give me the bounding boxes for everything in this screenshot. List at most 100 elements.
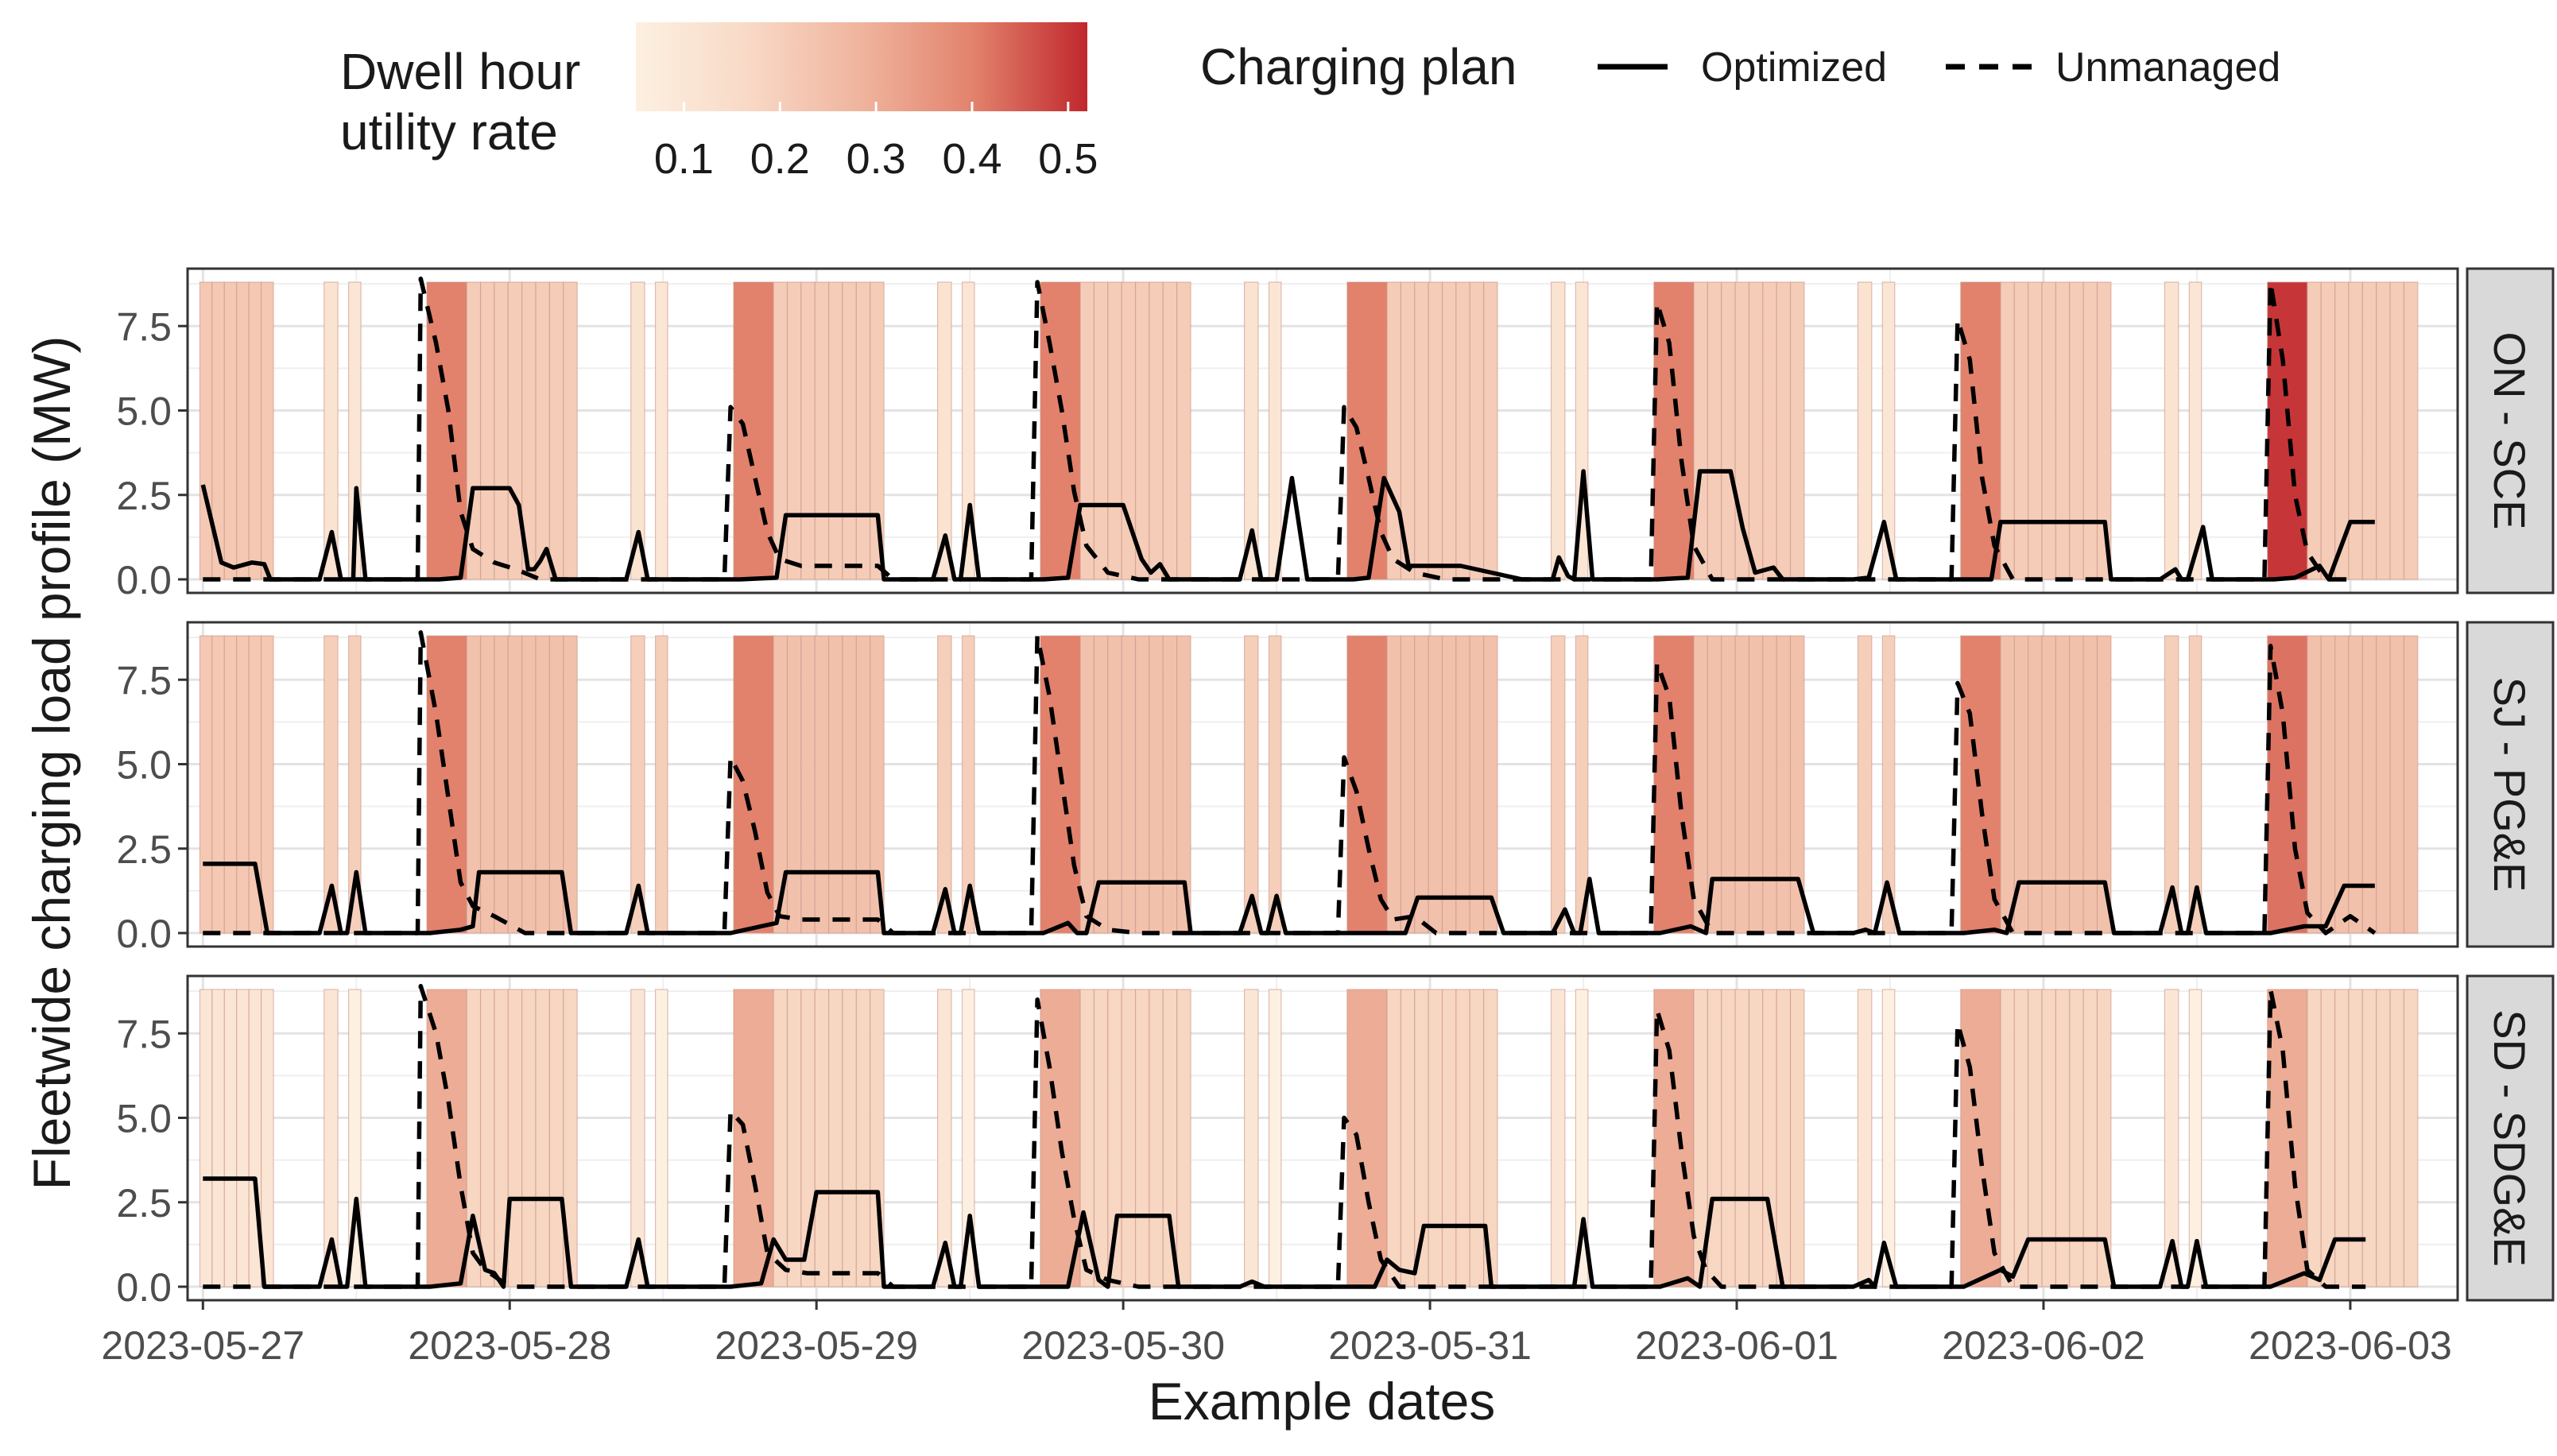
y-tick-label: 0.0: [116, 558, 172, 602]
dwell-bar-home: [521, 635, 537, 934]
dwell-bar-home: [1483, 635, 1498, 934]
dwell-bar-home: [2041, 989, 2057, 1288]
dwell-bar-home: [2041, 635, 2057, 934]
rate-colorbar-tick-label: 0.2: [750, 135, 810, 183]
dwell-bar-home: [2055, 281, 2071, 580]
dwell-bar-home: [1776, 635, 1792, 934]
dwell-bar-midday: [630, 281, 645, 580]
dwell-bar-home: [1107, 281, 1122, 580]
dwell-bar-peak: [1653, 635, 1695, 934]
dwell-bar-home: [1414, 281, 1429, 580]
dwell-bar-home: [814, 989, 830, 1288]
dwell-bar-home: [1149, 281, 1164, 580]
dwell-bar-home: [223, 281, 238, 580]
dwell-bar-home: [1776, 281, 1792, 580]
dwell-bar-home: [1134, 635, 1150, 934]
x-tick-label: 2023-05-30: [1021, 1323, 1225, 1368]
rate-legend-title-line-1: Dwell hour: [340, 43, 580, 100]
dwell-bar-midday: [2188, 635, 2203, 934]
dwell-bar-home: [828, 635, 843, 934]
dwell-bar-midday: [1550, 635, 1566, 934]
dwell-bar-peak: [733, 281, 774, 580]
dwell-bar-home: [507, 281, 523, 580]
dwell-bar-home: [2069, 281, 2084, 580]
facet-strip-label: SD - SDG&E: [2485, 1009, 2535, 1267]
dwell-bar-home: [1386, 635, 1402, 934]
dwell-bar-home: [2307, 281, 2322, 580]
dwell-bar-home: [1789, 989, 1805, 1288]
dwell-bar-midday: [1268, 635, 1282, 934]
dwell-bar-home: [2361, 989, 2377, 1288]
y-axis: 0.0 2.5 5.0 7.5: [116, 1012, 188, 1310]
dwell-bar-peak: [1960, 281, 2001, 580]
dwell-bar-home: [236, 989, 250, 1288]
dwell-bar-home: [786, 989, 802, 1288]
dwell-bar-home: [1762, 281, 1777, 580]
dwell-bar-home: [507, 989, 523, 1288]
dwell-bar-peak: [1040, 989, 1081, 1288]
dwell-bar-home: [814, 281, 830, 580]
y-axis-title: Fleetwide charging load profile (MW): [22, 336, 81, 1191]
dwell-bar-midday: [1243, 635, 1259, 934]
dwell-bar-home: [2055, 989, 2071, 1288]
dwell-bar-home: [223, 989, 238, 1288]
facet-strip: [2466, 621, 2555, 948]
dwell-bar-home: [773, 281, 788, 580]
dwell-bar-home: [1721, 281, 1736, 580]
legend-unmanaged-label: Unmanaged: [2055, 45, 2280, 91]
dwell-bar-midday: [961, 635, 975, 934]
dwell-bar-midday: [1268, 989, 1282, 1288]
dwell-bar-home: [1093, 281, 1109, 580]
dwell-bar-home: [494, 635, 509, 934]
dwell-bar-home: [2041, 281, 2057, 580]
dwell-bar-home: [1455, 989, 1470, 1288]
dwell-bar-home: [236, 281, 250, 580]
dwell-bar-midday: [2164, 281, 2179, 580]
dwell-bars: [199, 989, 2419, 1288]
x-tick-label: 2023-06-01: [1635, 1323, 1838, 1368]
y-tick-label: 0.0: [116, 912, 172, 956]
dwell-bar-home: [1441, 989, 1457, 1288]
dwell-bar-home: [223, 635, 238, 934]
dwell-bar-home: [1162, 635, 1178, 934]
dwell-bar-home: [1079, 635, 1095, 934]
dwell-bar-home: [1789, 281, 1805, 580]
dwell-bar-peak: [1653, 281, 1695, 580]
dwell-bar-midday: [2188, 989, 2203, 1288]
dwell-bar-home: [1428, 635, 1443, 934]
dwell-bar-home: [2320, 281, 2336, 580]
dwell-bar-midday: [937, 635, 952, 934]
dwell-bar-home: [1693, 281, 1708, 580]
y-tick-label: 5.0: [116, 743, 172, 788]
dwell-bar-midday: [2164, 635, 2179, 934]
dwell-bar-home: [261, 635, 274, 934]
dwell-bar-home: [1469, 635, 1485, 934]
dwell-bar-midday: [1857, 281, 1873, 580]
y-tick-label: 7.5: [116, 658, 172, 703]
dwell-bar-home: [1121, 635, 1137, 934]
dwell-bar-midday: [1881, 635, 1896, 934]
x-tick-label: 2023-06-03: [2249, 1323, 2452, 1368]
dwell-bar-home: [1079, 281, 1095, 580]
dwell-bar-peak: [1653, 989, 1695, 1288]
dwell-bar-home: [2000, 989, 2015, 1288]
dwell-bar-home: [800, 635, 816, 934]
dwell-bar-midday: [1243, 281, 1259, 580]
dwell-bar-home: [1469, 989, 1485, 1288]
dwell-bar-home: [1386, 989, 1402, 1288]
dwell-bar-home: [1748, 281, 1764, 580]
dwell-bar-home: [2348, 989, 2363, 1288]
y-tick-label: 2.5: [116, 474, 172, 518]
dwell-bar-home: [2348, 635, 2363, 934]
x-tick-label: 2023-06-02: [1942, 1323, 2145, 1368]
dwell-bar-home: [2334, 989, 2350, 1288]
dwell-bar-home: [2096, 635, 2112, 934]
x-tick-label: 2023-05-27: [101, 1323, 304, 1368]
dwell-bar-home: [842, 989, 857, 1288]
dwell-bar-midday: [630, 989, 645, 1288]
dwell-bar-home: [2000, 281, 2015, 580]
dwell-bar-home: [855, 635, 871, 934]
x-tick-label: 2023-05-28: [408, 1323, 611, 1368]
dwell-bar-home: [1734, 281, 1750, 580]
dwell-bar-home: [248, 281, 262, 580]
